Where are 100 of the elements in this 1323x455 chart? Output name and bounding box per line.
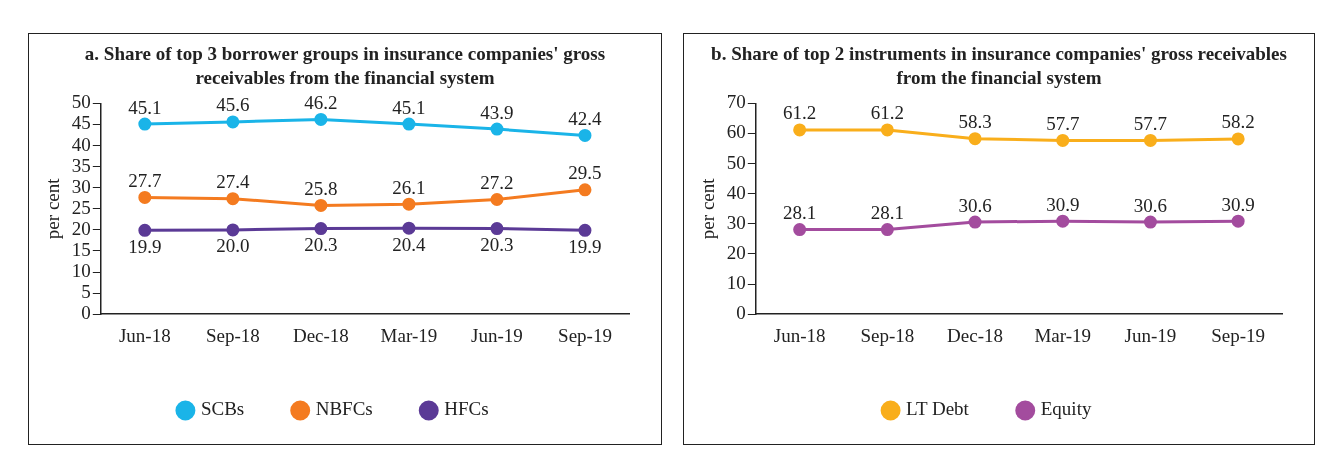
chart-title: a. Share of top 3 borrower groups in insurance companies' gross receivables from the financial system: [83, 42, 607, 90]
y-axis-title: per cent: [42, 177, 64, 240]
data-label: 57.7: [1133, 112, 1168, 134]
point: [490, 193, 504, 207]
x-tick-label: Sep-18: [205, 324, 260, 346]
legend-label: HFCs: [444, 398, 489, 420]
data-label: 25.8: [304, 177, 338, 199]
data-label: 42.4: [568, 107, 603, 129]
data-label: 30.6: [958, 194, 992, 216]
point: [1143, 133, 1157, 147]
data-label: 45.1: [392, 96, 426, 118]
data-label: 43.9: [480, 101, 514, 123]
data-label: 61.2: [783, 102, 817, 124]
point: [226, 115, 240, 129]
y-tick-label: 10: [726, 272, 746, 294]
data-label: 20.3: [304, 234, 338, 256]
chart-title: b. Share of top 2 instruments in insurance companies' gross receivables from the financial system: [710, 42, 1288, 90]
y-tick-label: 10: [71, 260, 91, 282]
data-label: 27.4: [216, 171, 250, 193]
point: [138, 190, 152, 204]
point: [578, 128, 592, 142]
point: [1056, 133, 1070, 147]
data-label: 28.1: [870, 202, 904, 224]
y-tick-label: 0: [81, 302, 91, 324]
x-tick-label: Jun-19: [471, 324, 523, 346]
y-tick-label: 15: [71, 238, 91, 260]
data-label: 61.2: [870, 102, 904, 124]
point: [578, 183, 592, 197]
data-label: 46.2: [304, 91, 338, 113]
point: [1231, 132, 1245, 146]
point: [1231, 214, 1245, 228]
data-label: 30.9: [1046, 193, 1080, 215]
data-label: 58.2: [1221, 111, 1255, 133]
point: [880, 123, 894, 137]
y-tick-label: 35: [71, 154, 91, 176]
y-tick-label: 5: [81, 281, 91, 303]
point: [1056, 214, 1070, 228]
data-label: 45.6: [216, 94, 250, 116]
y-tick-label: 30: [71, 175, 91, 197]
point: [490, 222, 504, 236]
y-tick-label: 50: [726, 151, 746, 173]
legend-label: SCBs: [200, 398, 245, 420]
data-label: 30.6: [1133, 194, 1168, 216]
data-label: 29.5: [568, 162, 602, 184]
y-tick-label: 25: [71, 196, 91, 218]
data-label: 27.2: [480, 172, 514, 194]
data-label: 27.7: [128, 169, 162, 191]
data-label: 57.7: [1046, 112, 1080, 134]
legend-label: Equity: [1040, 398, 1092, 420]
point: [968, 215, 982, 229]
point: [402, 221, 416, 235]
x-tick-label: Sep-18: [860, 324, 915, 346]
data-label: 30.9: [1221, 193, 1255, 215]
x-tick-label: Sep-19: [1211, 324, 1266, 346]
legend-label: NBFCs: [315, 398, 373, 420]
x-tick-label: Dec-18: [292, 324, 349, 346]
point: [793, 123, 807, 137]
y-tick-label: 70: [726, 91, 746, 113]
point: [226, 192, 240, 206]
y-tick-label: 20: [726, 241, 746, 263]
point: [793, 223, 807, 237]
point: [138, 117, 152, 131]
point: [402, 197, 416, 211]
data-label: 28.1: [783, 202, 817, 224]
data-label: 20.0: [216, 235, 250, 257]
x-tick-label: Mar-19: [380, 324, 438, 346]
point: [880, 223, 894, 237]
point: [578, 223, 592, 237]
y-tick-label: 0: [736, 302, 746, 324]
x-tick-label: Dec-18: [947, 324, 1004, 346]
point: [490, 122, 504, 136]
data-label: 26.1: [392, 176, 426, 198]
point: [968, 132, 982, 146]
x-tick-label: Jun-19: [1124, 324, 1177, 346]
x-tick-label: Jun-18: [773, 324, 826, 346]
y-axis-title: per cent: [697, 177, 719, 240]
point: [138, 223, 152, 237]
point: [314, 112, 328, 126]
data-label: 58.3: [958, 111, 992, 133]
x-tick-label: Jun-18: [118, 324, 171, 346]
y-tick-label: 40: [71, 133, 91, 155]
x-tick-label: Mar-19: [1034, 324, 1092, 346]
data-label: 19.9: [128, 235, 162, 257]
data-label: 19.9: [568, 235, 602, 257]
x-tick-label: Sep-19: [558, 324, 612, 346]
y-tick-label: 40: [726, 181, 746, 203]
point: [314, 198, 328, 212]
y-tick-label: 60: [726, 121, 746, 143]
point: [314, 222, 328, 236]
y-tick-label: 30: [726, 211, 746, 233]
point: [402, 117, 416, 131]
y-tick-label: 45: [71, 112, 91, 134]
legend-label: LT Debt: [906, 398, 970, 420]
point: [226, 223, 240, 237]
data-label: 20.3: [480, 234, 514, 256]
data-label: 20.4: [392, 233, 427, 255]
data-label: 45.1: [128, 96, 162, 118]
point: [1143, 215, 1157, 229]
y-tick-label: 50: [71, 91, 91, 113]
y-tick-label: 20: [71, 217, 91, 239]
